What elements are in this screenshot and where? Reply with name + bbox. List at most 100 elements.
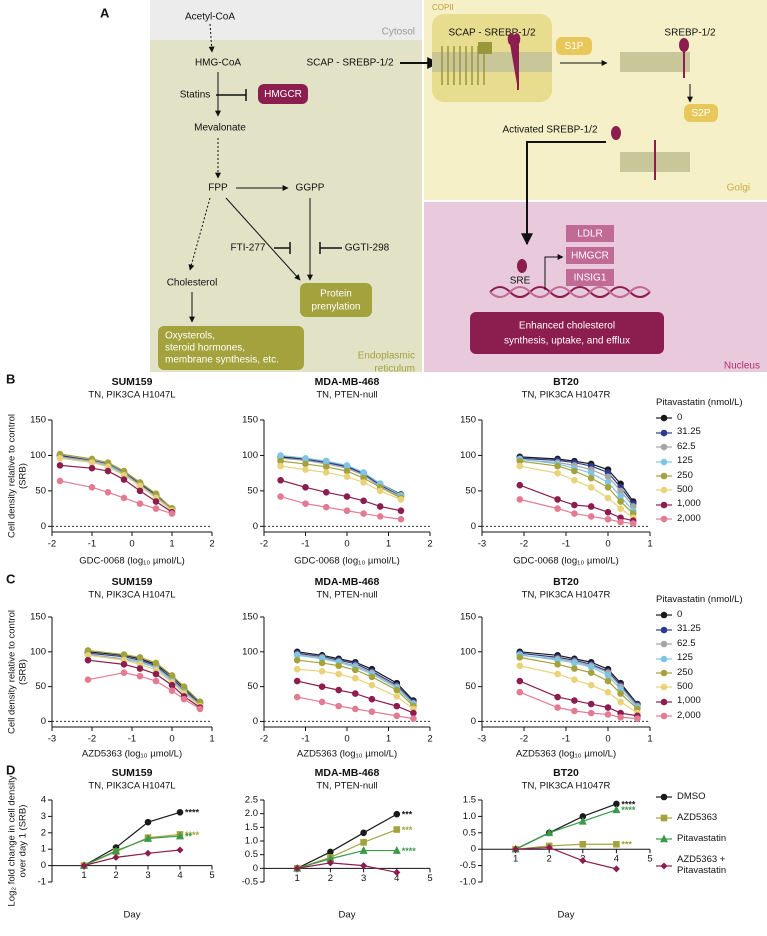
x-tick-label: 1 bbox=[169, 539, 174, 550]
legend-entry: 0 bbox=[656, 609, 767, 621]
node: SREBP-1/2 bbox=[664, 28, 716, 39]
node: Cholesterol bbox=[167, 278, 218, 289]
marker bbox=[322, 489, 330, 496]
marker bbox=[318, 668, 326, 675]
marker bbox=[293, 864, 301, 872]
gene: HMGCR bbox=[571, 251, 609, 262]
legend-label: 1,000 bbox=[677, 498, 701, 510]
marker bbox=[120, 494, 128, 502]
x-tick-label: 1 bbox=[513, 854, 518, 865]
legend: DMSO AZD5363 Pitavastatin AZD5363 + Pitavas… bbox=[656, 792, 726, 876]
chart-title: BT20 bbox=[553, 767, 579, 779]
significance: **** bbox=[185, 808, 200, 818]
y-tick-label: 150 bbox=[30, 612, 46, 623]
marker bbox=[579, 840, 587, 848]
er-label: Endoplasmic bbox=[358, 351, 415, 362]
marker bbox=[516, 496, 524, 503]
node: prenylation bbox=[312, 302, 361, 313]
marker bbox=[393, 702, 401, 710]
legend-label: 250 bbox=[677, 469, 693, 481]
marker bbox=[360, 510, 367, 517]
marker bbox=[554, 704, 561, 711]
x-tick-label: 5 bbox=[209, 870, 214, 881]
x-tick-label: -3 bbox=[48, 734, 56, 745]
marker bbox=[660, 626, 668, 634]
marker bbox=[376, 513, 384, 520]
marker bbox=[554, 462, 561, 470]
chart-subtitle: TN, PIK3CA H1047L bbox=[88, 781, 175, 792]
marker bbox=[376, 487, 384, 495]
marker bbox=[368, 673, 376, 681]
chart-title: MDA-MB-468 bbox=[315, 767, 380, 779]
y-tick-label: 100 bbox=[30, 646, 46, 657]
marker bbox=[660, 415, 668, 422]
x-tick-label: 2 bbox=[113, 870, 118, 881]
marker bbox=[516, 677, 524, 685]
legend-swatch bbox=[656, 835, 672, 843]
y-tick-label: 1.0 bbox=[463, 811, 476, 822]
series-line bbox=[515, 846, 617, 870]
marker bbox=[111, 846, 121, 855]
x-tick-label: -2 bbox=[88, 734, 96, 745]
legend: Pitavastatin (nmol/L) 0 31.25 62.5 125 250 500… bbox=[656, 398, 743, 524]
significance: *** bbox=[402, 810, 413, 820]
legend-label: 2,000 bbox=[677, 709, 701, 721]
cytosol-region bbox=[150, 0, 422, 40]
marker bbox=[104, 489, 112, 496]
marker bbox=[180, 695, 188, 703]
marker bbox=[352, 690, 359, 697]
significance: *** bbox=[621, 840, 632, 850]
marker bbox=[56, 477, 64, 485]
y-axis-label: Log₂ fold change in cell density bbox=[7, 775, 18, 906]
x-axis-label: GDC-0068 (log₁₀ µmol/L) bbox=[513, 556, 619, 567]
marker bbox=[554, 693, 561, 701]
marker bbox=[571, 659, 578, 667]
marker bbox=[152, 498, 160, 505]
marker bbox=[360, 479, 367, 486]
y-tick-label: 150 bbox=[460, 612, 476, 623]
legend-label: 500 bbox=[677, 681, 693, 693]
marker bbox=[318, 683, 326, 690]
marker bbox=[56, 454, 64, 462]
chart-subtitle: TN, PTEN-null bbox=[316, 590, 377, 601]
chart-subtitle: TN, PIK3CA H1047L bbox=[88, 390, 175, 401]
marker bbox=[168, 510, 176, 517]
marker bbox=[516, 654, 524, 661]
marker bbox=[660, 516, 668, 523]
x-tick-label: 2 bbox=[328, 873, 333, 884]
marker bbox=[512, 845, 520, 853]
marker bbox=[84, 676, 92, 683]
marker bbox=[659, 835, 669, 843]
x-axis-label: AZD5363 (log₁₀ µmol/L) bbox=[297, 749, 397, 760]
x-axis-label: Day bbox=[339, 910, 356, 921]
legend-swatch bbox=[656, 458, 672, 465]
marker bbox=[571, 510, 578, 517]
x-tick-label: 0 bbox=[129, 539, 134, 550]
series-line bbox=[83, 835, 181, 867]
marker bbox=[136, 500, 144, 507]
marker bbox=[302, 484, 309, 491]
enzyme-pill bbox=[684, 104, 718, 122]
x-tick-label: 0 bbox=[169, 734, 174, 745]
node: SCAP - SREBP-1/2 bbox=[306, 58, 394, 69]
marker bbox=[587, 503, 595, 510]
legend-entry: 250 bbox=[656, 667, 767, 679]
marker bbox=[629, 520, 637, 527]
legend-swatch bbox=[656, 655, 672, 662]
significance: **** bbox=[402, 846, 417, 856]
marker bbox=[579, 857, 587, 865]
x-tick-label: 0 bbox=[344, 734, 349, 745]
marker bbox=[360, 497, 367, 505]
marker bbox=[617, 518, 624, 526]
series-line bbox=[59, 464, 173, 513]
node: Enhanced cholesterol bbox=[519, 321, 615, 332]
marker bbox=[660, 472, 668, 480]
marker bbox=[397, 515, 405, 523]
x-tick-label: 4 bbox=[394, 873, 399, 884]
enzyme-pill bbox=[258, 84, 308, 104]
y-axis-label: (SRB) bbox=[18, 659, 29, 685]
legend-swatch bbox=[656, 443, 672, 451]
chart: BT20 TN, PIK3CA H1047R GDC-0068 (log₁₀ µmo… bbox=[460, 376, 743, 567]
y-tick-label: 0 bbox=[253, 716, 258, 727]
marker bbox=[660, 640, 668, 648]
